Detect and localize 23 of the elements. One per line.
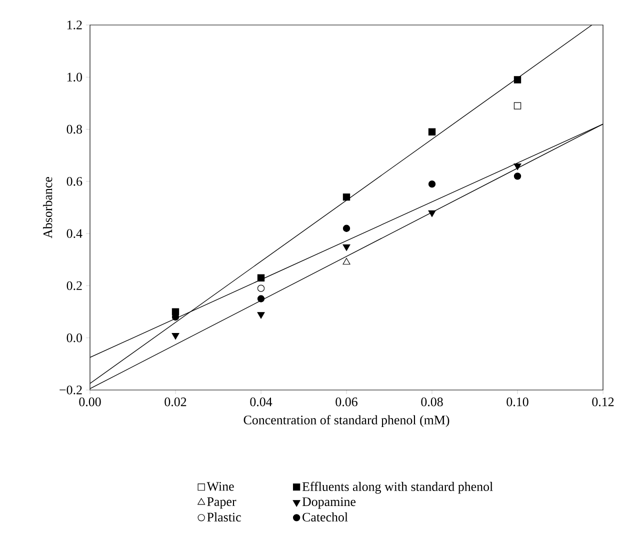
y-tick-label: 0.4 [66, 229, 82, 238]
legend-label: Wine [206, 482, 234, 491]
legend-label: Catechol [302, 512, 348, 522]
x-tick-label: 0.08 [421, 398, 443, 406]
y-tick-label: 1.2 [67, 20, 82, 30]
x-tick-label: 0.06 [336, 398, 358, 406]
x-tick-label: 0.00 [79, 398, 101, 406]
y-tick-label: 1.0 [67, 72, 82, 82]
y-tick-label: 0.8 [66, 124, 82, 134]
y-axis-title: Absorbance [43, 177, 52, 238]
x-tick-label: 0.04 [250, 398, 272, 406]
legend-label: Dopamine [302, 497, 356, 509]
legend-label: Paper [207, 497, 236, 509]
y-tick-label: −0.2 [60, 386, 82, 394]
x-tick-label: 0.12 [592, 398, 614, 406]
y-tick-label: 0.0 [66, 333, 82, 342]
y-tick-label: 0.6 [66, 177, 82, 186]
x-axis-title: Concentration of standard phenol (mM) [244, 415, 450, 428]
legend-label: Plastic [207, 512, 241, 522]
x-tick-label: 0.10 [506, 398, 528, 406]
y-tick-label: 0.2 [66, 281, 82, 290]
x-tick-label: 0.02 [164, 398, 186, 406]
legend-label: Effluents along with standard phenol [302, 482, 493, 494]
